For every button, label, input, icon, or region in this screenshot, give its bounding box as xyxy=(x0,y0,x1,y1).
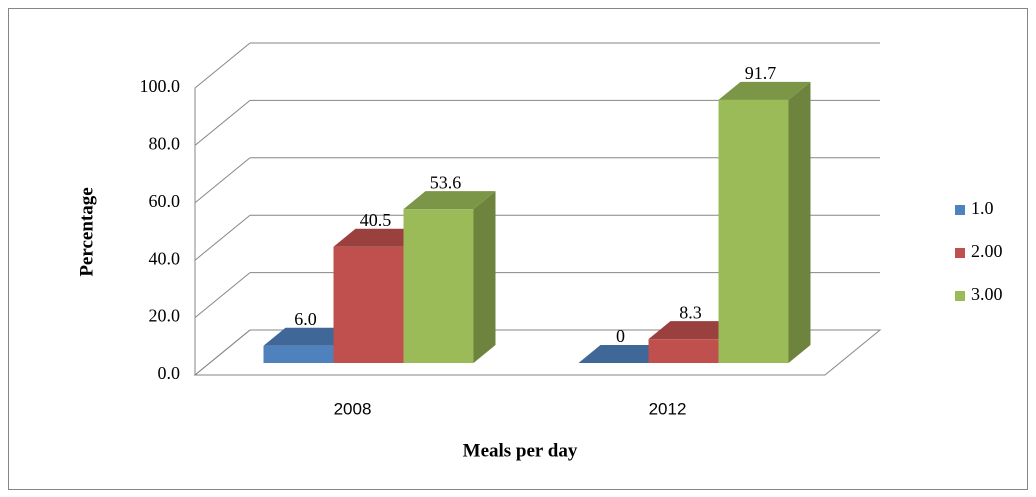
bar-side xyxy=(473,191,496,363)
bar xyxy=(403,209,474,363)
bar xyxy=(648,339,719,363)
value-label: 8.3 xyxy=(679,302,702,322)
y-tick-label: 80.0 xyxy=(149,134,181,154)
side-grid-line xyxy=(194,272,251,318)
y-tick-label: 60.0 xyxy=(149,191,181,211)
bar-top xyxy=(718,81,811,100)
y-tick-label: 100.0 xyxy=(140,76,181,96)
legend-label: 3.00 xyxy=(971,284,1003,304)
bar xyxy=(718,99,789,364)
legend-swatch xyxy=(955,248,965,258)
x-tick-label: 2008 xyxy=(334,399,372,418)
side-grid-line xyxy=(194,100,251,146)
bar-top xyxy=(648,321,741,340)
side-grid-line xyxy=(194,214,251,261)
value-label: 40.5 xyxy=(360,210,392,230)
bar-top xyxy=(333,228,426,247)
legend-swatch xyxy=(955,291,965,301)
y-tick-label: 40.0 xyxy=(149,248,181,268)
chart-border xyxy=(8,8,1028,490)
value-label: 0 xyxy=(616,326,625,346)
side-grid-line xyxy=(194,329,251,376)
legend-label: 1.0 xyxy=(971,198,994,218)
value-label: 53.6 xyxy=(430,172,462,192)
bar-top xyxy=(578,345,671,363)
bar-top xyxy=(263,327,356,346)
bar-side xyxy=(788,81,811,364)
legend-label: 2.00 xyxy=(971,241,1003,261)
bar-top xyxy=(403,191,496,210)
x-axis-title: Meals per day xyxy=(463,440,578,461)
value-label: 91.7 xyxy=(745,63,777,83)
bar xyxy=(263,345,334,363)
y-tick-label: 0.0 xyxy=(158,363,181,383)
y-axis-title: Percentage xyxy=(76,187,97,276)
x-tick-label: 2012 xyxy=(649,399,687,418)
bar xyxy=(333,246,404,363)
legend-swatch xyxy=(955,205,965,215)
y-tick-label: 20.0 xyxy=(149,306,181,326)
side-grid-line xyxy=(194,157,251,204)
value-label: 6.0 xyxy=(294,309,317,329)
side-grid-line xyxy=(194,42,251,89)
